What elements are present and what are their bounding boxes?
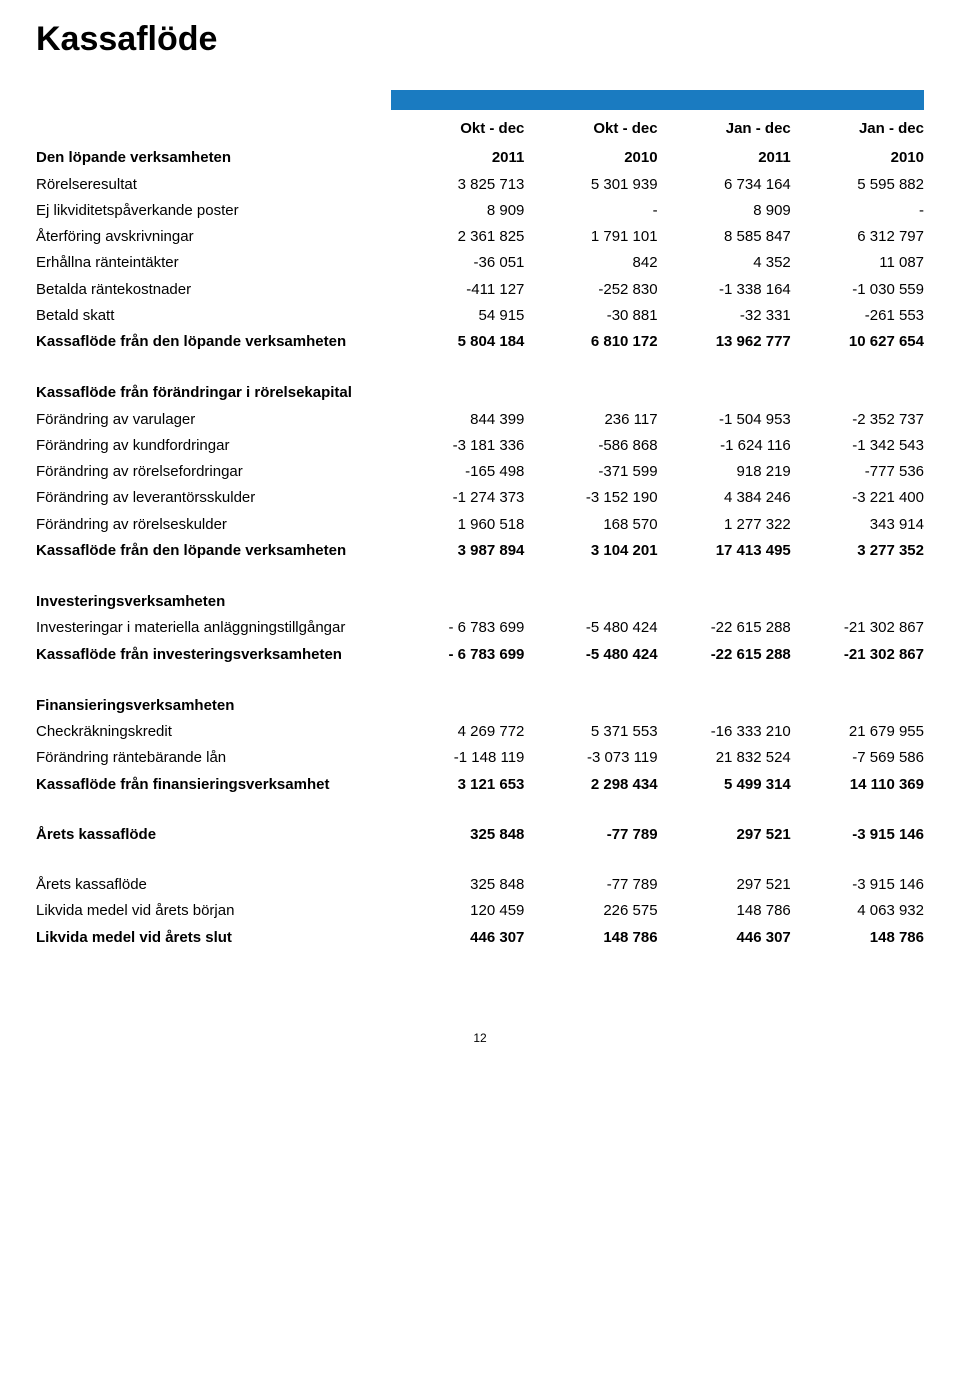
section-title-row: Finansieringsverksamheten: [36, 668, 924, 719]
table-row: Förändring av kundfordringar-3 181 336-5…: [36, 433, 924, 459]
table-row: Årets kassaflöde325 848-77 789297 521-3 …: [36, 872, 924, 898]
table-row: Betald skatt54 915-30 881-32 331-261 553: [36, 303, 924, 329]
table-row-sum: Kassaflöde från den löpande verksamheten…: [36, 329, 924, 355]
table-row-sum: Kassaflöde från finansieringsverksamhet3…: [36, 772, 924, 798]
table-row: Checkräkningskredit4 269 7725 371 553-16…: [36, 719, 924, 745]
col-header: 2010: [791, 142, 924, 171]
table-row: Ej likviditetspåverkande poster8 909-8 9…: [36, 198, 924, 224]
section-title: Den löpande verksamheten: [36, 142, 391, 171]
table-row: Erhållna ränteintäkter-36 0518424 35211 …: [36, 250, 924, 276]
table-row-total: Årets kassaflöde325 848-77 789297 521-3 …: [36, 822, 924, 848]
column-header-year: Den löpande verksamheten 2011 2010 2011 …: [36, 142, 924, 171]
cashflow-table: Okt - dec Okt - dec Jan - dec Jan - dec …: [36, 87, 924, 951]
table-row: Återföring avskrivningar2 361 8251 791 1…: [36, 224, 924, 250]
page-title: Kassaflöde: [36, 20, 924, 59]
table-row: Likvida medel vid årets början120 459226…: [36, 898, 924, 924]
section-title-row: Investeringsverksamheten: [36, 564, 924, 615]
col-header: 2011: [658, 142, 791, 171]
col-header: Jan - dec: [658, 113, 791, 142]
table-row: Rörelseresultat3 825 7135 301 9396 734 1…: [36, 172, 924, 198]
col-header: Okt - dec: [391, 113, 524, 142]
table-row: Förändring räntebärande lån-1 148 119-3 …: [36, 745, 924, 771]
col-header: Okt - dec: [524, 113, 657, 142]
table-row: Förändring av varulager844 399236 117-1 …: [36, 407, 924, 433]
table-row-sum: Likvida medel vid årets slut446 307148 7…: [36, 925, 924, 951]
table-row: Investeringar i materiella anläggningsti…: [36, 615, 924, 641]
column-header-period: Okt - dec Okt - dec Jan - dec Jan - dec: [36, 113, 924, 142]
table-row-sum: Kassaflöde från investeringsverksamheten…: [36, 642, 924, 668]
col-header: 2011: [391, 142, 524, 171]
table-row: Förändring av leverantörsskulder-1 274 3…: [36, 485, 924, 511]
section-title-row: Kassaflöde från förändringar i rörelseka…: [36, 355, 924, 406]
col-header: 2010: [524, 142, 657, 171]
table-row: Betalda räntekostnader-411 127-252 830-1…: [36, 277, 924, 303]
page-number: 12: [36, 1031, 924, 1045]
col-header: Jan - dec: [791, 113, 924, 142]
blue-bar-row: [36, 87, 924, 113]
table-row: Förändring av rörelseskulder1 960 518168…: [36, 512, 924, 538]
table-row-sum: Kassaflöde från den löpande verksamheten…: [36, 538, 924, 564]
table-row: Förändring av rörelsefordringar-165 498-…: [36, 459, 924, 485]
